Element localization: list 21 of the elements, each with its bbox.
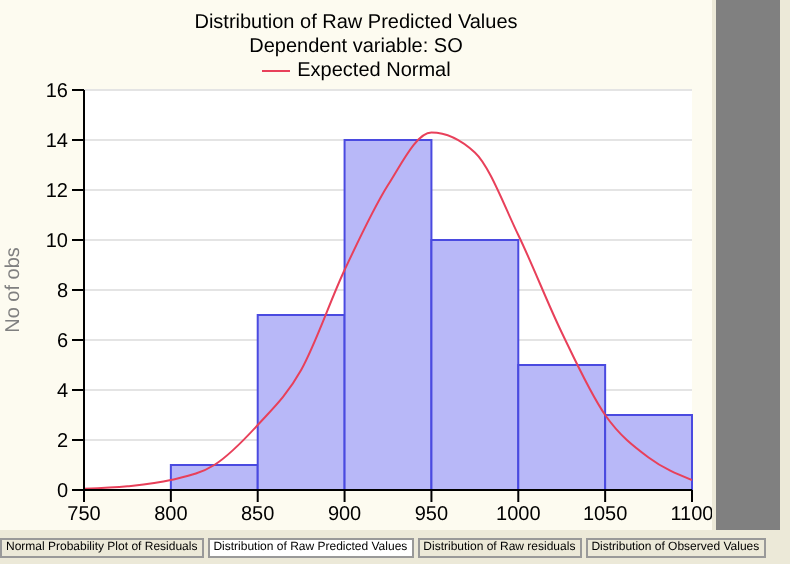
y-tick-label: 14 <box>45 131 69 154</box>
y-tick-label: 8 <box>56 281 69 304</box>
x-tick-label: 1000 <box>496 504 542 527</box>
x-tick-label: 850 <box>241 504 276 527</box>
chart-title: Distribution of Raw Predicted Values <box>192 12 520 34</box>
x-tick-label: 1100 <box>670 504 715 527</box>
y-tick-label: 16 <box>45 81 69 104</box>
y-tick-label: 6 <box>56 331 69 354</box>
y-tick-label: 12 <box>45 181 69 204</box>
y-tick-label: 0 <box>56 481 69 504</box>
x-tick-label: 1050 <box>582 504 629 527</box>
legend-label: Expected Normal <box>297 59 451 81</box>
chart-subtitle: Dependent variable: SO <box>247 36 465 58</box>
y-tick-label: 10 <box>45 231 69 254</box>
x-tick-label: 950 <box>414 504 449 527</box>
y-tick-label: 4 <box>56 381 69 404</box>
x-tick-label: 800 <box>154 504 189 527</box>
y-axis-title: No of obs <box>3 247 26 333</box>
y-tick-label: 2 <box>56 431 69 454</box>
x-tick-label: 750 <box>67 504 102 527</box>
x-tick-label: 900 <box>327 504 363 527</box>
